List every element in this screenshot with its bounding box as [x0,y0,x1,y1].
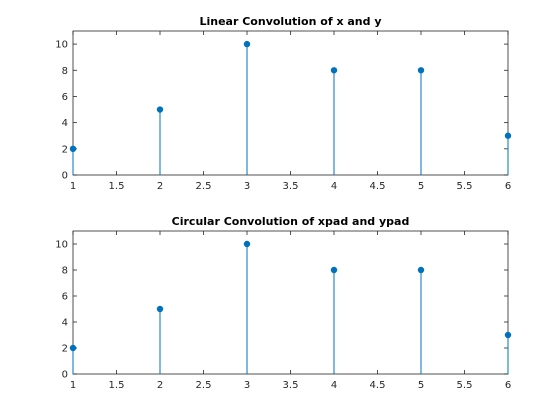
y-tick-label: 6 [62,292,68,303]
stem-marker [417,67,425,74]
y-tick-label: 0 [62,370,68,381]
stem-marker [69,344,77,352]
plot-title: Circular Convolution of xpad and ypad [172,215,410,228]
y-tick-label: 4 [62,118,68,129]
y-tick-label: 4 [62,318,68,329]
stem-marker [243,40,251,48]
x-tick-label: 5 [418,181,424,192]
x-tick-label: 1 [70,181,76,192]
x-tick-label: 4.5 [370,181,386,192]
stem-marker [69,145,77,153]
stem-marker [243,240,251,248]
y-tick-label: 8 [62,66,68,77]
y-tick-label: 10 [55,40,68,51]
x-tick-label: 1 [70,380,76,391]
x-tick-label: 4 [331,380,337,391]
stem-marker [156,106,164,113]
stem-marker [330,266,338,274]
stem-marker [504,331,512,339]
x-tick-label: 5.5 [457,380,473,391]
y-tick-label: 6 [62,92,68,103]
y-tick-label: 2 [62,144,68,155]
x-tick-label: 2 [157,380,163,391]
y-tick-label: 10 [55,240,68,251]
plot-title: Linear Convolution of x and y [199,15,381,28]
linear-convolution-plot: Linear Convolution of x and y 1 1.5 2 2.5 3 3… [55,15,512,192]
x-tick-label: 5.5 [457,181,473,192]
stem-marker [330,67,338,74]
x-tick-label: 2.5 [196,181,212,192]
stem-marker [417,266,425,274]
x-tick-label: 3 [244,380,250,391]
x-tick-label: 2.5 [196,380,212,391]
y-tick-label: 0 [62,171,68,182]
x-tick-label: 5 [418,380,424,391]
stem-marker [504,132,512,139]
y-tick-label: 8 [62,266,68,277]
x-tick-label: 6 [505,380,511,391]
circular-convolution-plot: Circular Convolution of xpad and ypad 1 1… [55,215,512,391]
x-tick-label: 1.5 [109,380,125,391]
y-tick-label: 2 [62,344,68,355]
stem-marker [156,305,164,313]
x-tick-label: 1.5 [109,181,125,192]
x-tick-label: 3.5 [283,181,299,192]
x-tick-label: 4 [331,181,337,192]
x-tick-label: 6 [505,181,511,192]
x-tick-label: 4.5 [370,380,386,391]
x-tick-label: 3 [244,181,250,192]
x-tick-label: 3.5 [283,380,299,391]
x-tick-label: 2 [157,181,163,192]
